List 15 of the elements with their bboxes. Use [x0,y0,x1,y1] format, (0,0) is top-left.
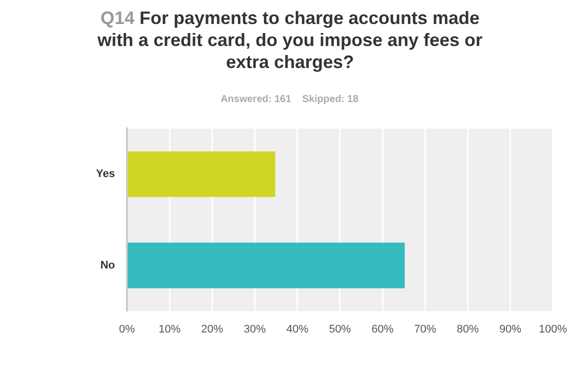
x-tick-label: 30% [244,324,266,336]
x-tick-label: 10% [158,324,181,336]
x-tick-label: 50% [328,324,352,336]
x-tick-label: 20% [201,324,224,336]
y-tick-label: Yes [96,168,115,180]
chart-subtitle: Answered: 161 Skipped: 18 [220,94,360,105]
x-tick-label: 70% [414,324,436,336]
chart-title: Q14 For payments to charge accounts made with a credit card, do you impose any fees or extra charges? [96,7,484,73]
x-tick-label: 100% [538,324,568,336]
x-tick-label: 90% [499,324,522,336]
x-tick-label: 0% [119,324,136,336]
x-tick-label: 60% [372,324,394,336]
x-tick-label: 40% [286,324,309,336]
x-tick-label: 80% [456,324,479,336]
y-tick-label: No [100,259,116,272]
